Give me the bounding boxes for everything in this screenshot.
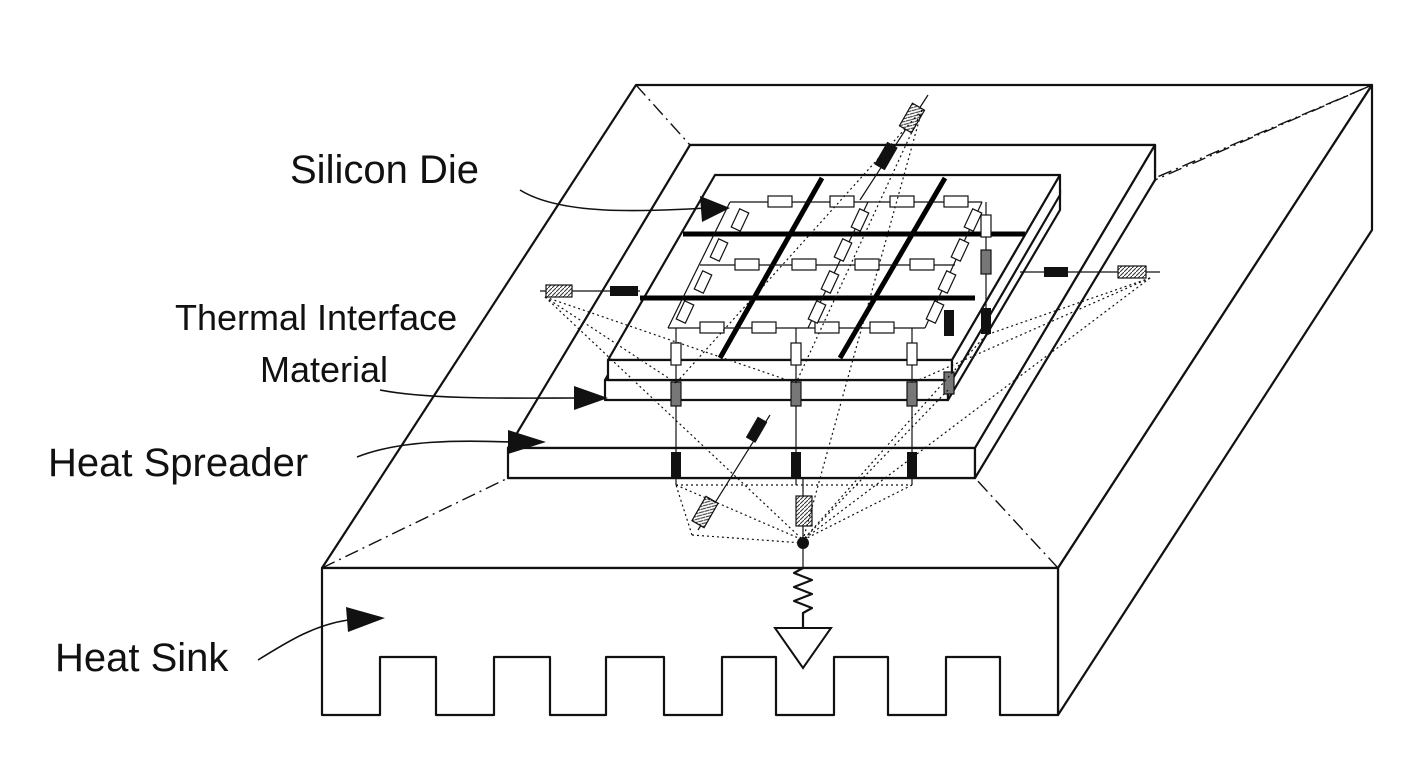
label-tim-line2: Material — [260, 349, 388, 390]
label-tim-line1: Thermal Interface — [175, 297, 457, 338]
label-heat-sink: Heat Sink — [55, 636, 229, 680]
resistor-row-top — [730, 195, 982, 208]
arrow-tim-icon — [574, 386, 608, 410]
label-heat-spreader: Heat Spreader — [48, 441, 308, 485]
arrow-heat-sink-icon — [346, 607, 385, 632]
vertical-resistor-chains — [670, 202, 992, 486]
label-silicon-die: Silicon Die — [290, 148, 479, 192]
ambient-ground — [773, 537, 833, 670]
label-arrows — [257, 189, 730, 661]
ground-triangle-icon — [773, 627, 833, 670]
resistor-row-middle — [700, 258, 955, 271]
die-thermal-grid — [640, 176, 1025, 360]
resistor-diagonals — [667, 201, 983, 329]
lateral-resistors — [540, 94, 1160, 545]
arrow-heat-spreader-icon — [508, 430, 546, 454]
arrow-silicon-die-icon — [700, 196, 730, 222]
dotted-paths — [544, 109, 1151, 544]
